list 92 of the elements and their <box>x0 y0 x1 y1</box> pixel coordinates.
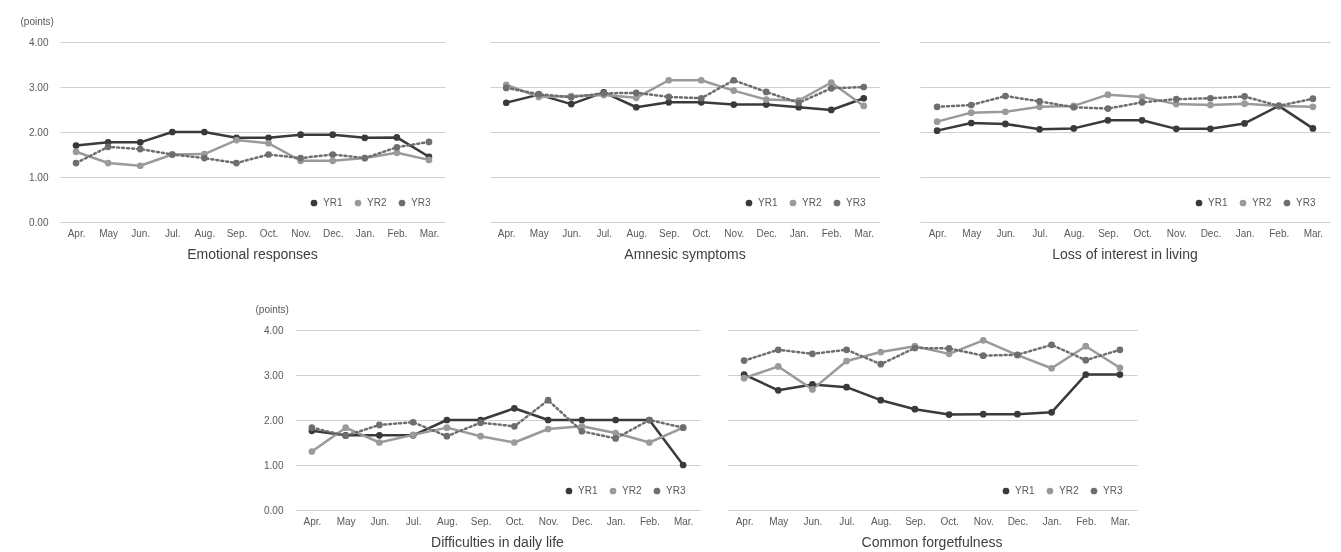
legend-label: YR2 <box>802 197 822 208</box>
x-tick-label: Apr. <box>67 227 86 239</box>
x-tick-label: Nov. <box>724 227 745 239</box>
x-tick-label: Oct. <box>940 515 959 527</box>
x-tick-label: Oct. <box>1133 227 1152 239</box>
y-axis-title: (points) <box>20 15 54 27</box>
x-tick-label: Mar. <box>1110 515 1131 527</box>
x-tick-label: Sep. <box>658 227 680 239</box>
x-tick-label: Nov. <box>973 515 994 527</box>
x-tick-label: May <box>962 227 982 239</box>
legend-label: YR1 <box>323 197 343 208</box>
y-tick-label: 4.00 <box>264 324 284 336</box>
y-tick-label: 4.00 <box>29 36 49 48</box>
x-tick-label: Jul. <box>839 515 855 527</box>
legend-label: YR3 <box>666 485 686 496</box>
x-tick-label: Jan. <box>789 227 809 239</box>
x-tick-label: May <box>336 515 356 527</box>
x-tick-label: Oct. <box>692 227 711 239</box>
x-tick-label: Jan. <box>355 227 375 239</box>
x-tick-label: Jun. <box>131 227 151 239</box>
legend-label: YR3 <box>846 197 866 208</box>
x-tick-label: Dec. <box>1007 515 1029 527</box>
x-tick-label: Jun. <box>562 227 582 239</box>
x-tick-label: Apr. <box>928 227 947 239</box>
x-tick-label: Aug. <box>194 227 216 239</box>
x-tick-label: Jun. <box>996 227 1016 239</box>
text: Amnesic symptoms <box>624 246 746 262</box>
legend-label: YR1 <box>1015 485 1035 496</box>
x-tick-label: Sep. <box>470 515 492 527</box>
text: Emotional responses <box>187 246 318 262</box>
y-tick-label: 1.00 <box>264 459 284 471</box>
x-tick-label: Sep. <box>226 227 248 239</box>
x-tick-label: Sep. <box>905 515 926 527</box>
x-tick-label: Feb. <box>1076 515 1097 527</box>
x-tick-label: Aug. <box>437 515 458 527</box>
x-tick-label: Feb. <box>639 515 660 527</box>
legend-label: YR1 <box>578 485 598 496</box>
x-tick-label: Oct. <box>259 227 279 239</box>
x-tick-label: Aug. <box>1063 227 1085 239</box>
x-tick-label: May <box>769 515 789 527</box>
x-tick-label: Jun. <box>370 515 390 527</box>
text: Loss of interest in living <box>1052 246 1198 262</box>
x-tick-label: Nov. <box>1166 227 1187 239</box>
x-tick-label: Mar. <box>673 515 694 527</box>
x-tick-label: Feb. <box>387 227 408 239</box>
legend-label: YR2 <box>367 197 387 208</box>
x-tick-label: Apr. <box>735 515 754 527</box>
x-tick-label: Feb. <box>821 227 842 239</box>
x-tick-label: Dec. <box>1200 227 1222 239</box>
x-tick-label: Feb. <box>1269 227 1290 239</box>
x-tick-label: Sep. <box>1098 227 1119 239</box>
legend-label: YR3 <box>1296 197 1316 208</box>
x-tick-label: Apr. <box>497 227 516 239</box>
x-tick-label: Aug. <box>870 515 892 527</box>
x-tick-label: Jul. <box>405 515 422 527</box>
y-tick-label: 1.00 <box>29 171 49 183</box>
x-tick-label: Nov. <box>538 515 559 527</box>
x-tick-label: Jan. <box>606 515 626 527</box>
y-tick-label: 0.00 <box>264 504 284 516</box>
x-tick-label: Aug. <box>626 227 648 239</box>
legend-label: YR3 <box>1103 485 1123 496</box>
legend-label: YR2 <box>622 485 642 496</box>
x-tick-label: Mar. <box>419 227 440 239</box>
x-tick-label: Jun. <box>803 515 823 527</box>
x-tick-label: May <box>99 227 119 239</box>
x-tick-label: Jan. <box>1235 227 1255 239</box>
legend-label: YR3 <box>411 197 431 208</box>
y-tick-label: 2.00 <box>29 126 49 138</box>
x-tick-label: Jul. <box>596 227 613 239</box>
y-tick-label: 3.00 <box>264 369 284 381</box>
x-tick-label: Jul. <box>1032 227 1048 239</box>
text: Difficulties in daily life <box>431 534 565 550</box>
legend-label: YR2 <box>1059 485 1079 496</box>
x-tick-label: Jan. <box>1042 515 1062 527</box>
x-tick-label: Oct. <box>505 515 525 527</box>
y-axis-title: (points) <box>255 303 289 315</box>
x-tick-label: Jul. <box>165 227 181 239</box>
x-tick-label: Dec. <box>322 227 344 239</box>
x-tick-label: Mar. <box>1303 227 1324 239</box>
x-tick-label: Dec. <box>572 515 593 527</box>
x-tick-label: May <box>529 227 549 239</box>
legend-label: YR2 <box>1252 197 1272 208</box>
y-tick-label: 2.00 <box>264 414 284 426</box>
x-tick-label: Apr. <box>303 515 322 527</box>
legend-label: YR1 <box>758 197 778 208</box>
y-tick-label: 3.00 <box>29 81 49 93</box>
y-tick-label: 0.00 <box>29 216 49 228</box>
x-tick-label: Nov. <box>291 227 312 239</box>
x-tick-label: Dec. <box>756 227 778 239</box>
text: Common forgetfulness <box>861 534 1003 550</box>
x-tick-label: Mar. <box>854 227 874 239</box>
legend-label: YR1 <box>1208 197 1228 208</box>
